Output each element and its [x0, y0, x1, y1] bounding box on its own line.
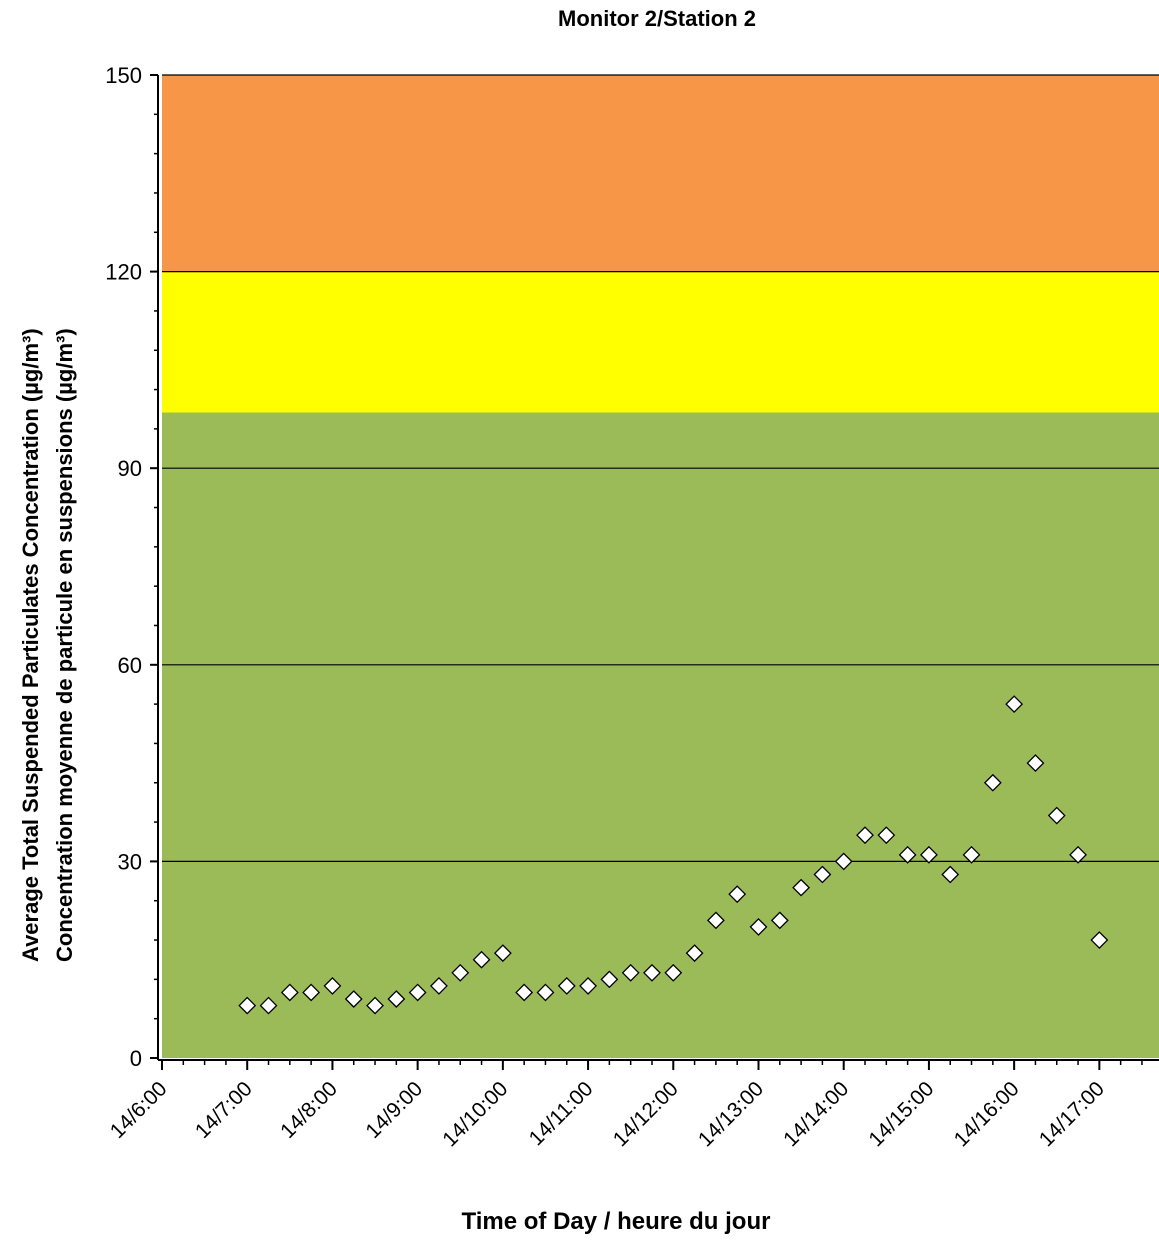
data-point-5 — [344, 990, 363, 1008]
data-point-34 — [962, 845, 981, 864]
threshold-band-1 — [162, 271, 1159, 413]
y-tick-label-3: 90 — [118, 456, 142, 481]
x-tick-label-9: 14/15:00 — [864, 1077, 938, 1151]
data-point-18 — [621, 963, 640, 982]
data-point-2 — [280, 983, 299, 1002]
data-point-9 — [430, 976, 448, 995]
data-point-31 — [898, 845, 917, 864]
data-point-13 — [515, 983, 534, 1002]
x-tick-label-0: 14/6:00 — [106, 1077, 172, 1143]
data-point-25 — [770, 911, 789, 930]
data-point-1 — [259, 996, 278, 1015]
data-point-24 — [749, 918, 768, 936]
data-point-8 — [408, 983, 427, 1002]
data-point-20 — [664, 963, 683, 982]
data-point-29 — [856, 826, 874, 845]
data-point-14 — [536, 983, 555, 1002]
data-point-23 — [728, 885, 747, 904]
x-tick-label-8: 14/14:00 — [779, 1077, 853, 1151]
data-point-36 — [1005, 695, 1024, 714]
x-tick-label-11: 14/17:00 — [1035, 1077, 1109, 1151]
data-point-7 — [387, 990, 406, 1008]
data-point-11 — [472, 950, 491, 969]
x-tick-label-1: 14/7:00 — [191, 1077, 257, 1143]
y-tick-label-5: 150 — [105, 63, 142, 88]
data-point-3 — [302, 983, 321, 1002]
data-point-4 — [323, 976, 342, 995]
x-tick-label-3: 14/9:00 — [361, 1077, 427, 1143]
data-point-28 — [834, 852, 853, 871]
data-point-17 — [600, 970, 619, 989]
data-point-10 — [451, 963, 470, 982]
chart-title: Monitor 2/Station 2 — [558, 6, 756, 31]
y-tick-label-2: 60 — [118, 653, 142, 678]
data-point-6 — [366, 996, 384, 1015]
threshold-band-2 — [162, 75, 1159, 272]
scatter-chart: 0 30 60 90 120 150 14/6:00 14/7:00 14/8:00 14/9:0… — [105, 63, 1159, 1151]
data-point-33 — [941, 865, 960, 884]
y-tick-label-4: 120 — [105, 260, 142, 285]
data-point-38 — [1047, 806, 1066, 825]
y-tick-label-0: 0 — [130, 1046, 142, 1071]
data-point-27 — [813, 865, 832, 884]
x-tick-label-10: 14/16:00 — [950, 1077, 1024, 1151]
data-point-21 — [685, 944, 704, 963]
data-point-35 — [983, 773, 1002, 792]
data-point-16 — [579, 976, 597, 995]
data-point-22 — [706, 911, 725, 930]
x-tick-label-4: 14/10:00 — [438, 1077, 512, 1151]
data-point-30 — [877, 826, 896, 845]
data-point-0 — [238, 996, 257, 1015]
data-point-15 — [557, 976, 576, 995]
data-point-12 — [493, 944, 512, 963]
x-axis-label: Time of Day / heure du jour — [461, 1208, 771, 1235]
x-tick-label-6: 14/12:00 — [609, 1077, 683, 1151]
x-tick-label-5: 14/11:00 — [525, 1077, 598, 1150]
y-tick-label-1: 30 — [118, 849, 142, 874]
data-point-26 — [792, 878, 811, 897]
data-point-39 — [1069, 845, 1087, 864]
data-point-19 — [643, 963, 661, 982]
x-tick-label-7: 14/13:00 — [694, 1077, 768, 1151]
data-point-37 — [1026, 754, 1045, 773]
data-point-40 — [1090, 931, 1109, 949]
threshold-band-0 — [162, 412, 1159, 1058]
x-tick-label-2: 14/8:00 — [276, 1077, 342, 1143]
data-point-32 — [920, 845, 938, 864]
